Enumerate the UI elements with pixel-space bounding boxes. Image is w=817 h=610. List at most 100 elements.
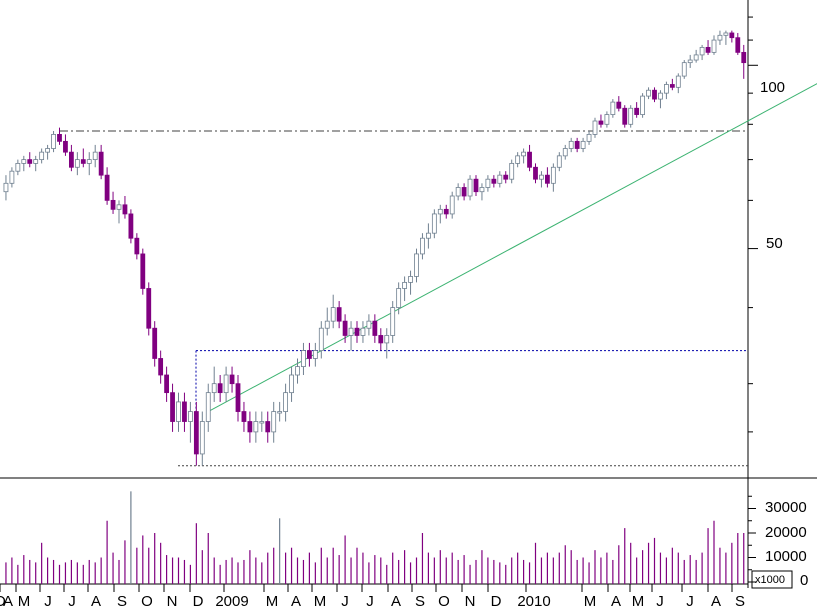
- time-tick-label: 2010: [517, 593, 550, 610]
- time-tick-label: J: [341, 593, 349, 610]
- volume-tick-label: 10000: [765, 548, 807, 565]
- time-tick-label: M: [632, 593, 645, 610]
- candle-body: [110, 199, 116, 210]
- candle-body: [57, 134, 62, 142]
- price-tick-label: 100: [760, 79, 785, 96]
- candle-body: [610, 101, 616, 115]
- candle-body: [193, 411, 199, 455]
- candle-body: [74, 159, 80, 168]
- candle-body: [9, 170, 15, 184]
- candle-body: [485, 178, 491, 188]
- candle-body: [354, 327, 360, 336]
- candle-body: [675, 75, 681, 88]
- candle-body: [98, 151, 104, 176]
- candle-body: [431, 213, 437, 234]
- candle-body: [63, 140, 68, 153]
- time-tick-label: N: [465, 593, 476, 610]
- candle-body: [289, 374, 294, 394]
- candle-body: [92, 151, 98, 161]
- candle-body: [86, 159, 92, 164]
- candle-body: [741, 51, 747, 64]
- volume-unit-box: x1000: [751, 570, 793, 589]
- volume-tick-label: 0: [800, 572, 808, 589]
- candle-body: [330, 307, 336, 322]
- time-tick-label: A: [91, 593, 101, 610]
- candle-body: [271, 411, 277, 433]
- candle-body: [336, 307, 342, 322]
- candle-body: [348, 327, 354, 336]
- time-tick-label: J: [68, 593, 76, 610]
- candle-body: [723, 32, 729, 36]
- time-tick-label: A: [711, 593, 721, 610]
- candle-body: [176, 401, 181, 422]
- candle-body: [15, 163, 21, 172]
- candle-body: [187, 411, 193, 422]
- time-tick-label: S: [415, 593, 425, 610]
- time-tick-label: M: [584, 593, 597, 610]
- candle-body: [3, 182, 9, 193]
- candle-body: [515, 155, 521, 164]
- candle-body: [574, 140, 580, 149]
- time-tick-label: S: [117, 593, 127, 610]
- candle-body: [277, 411, 283, 414]
- candle-body: [652, 89, 657, 100]
- candle-body: [640, 95, 645, 115]
- candle-body: [199, 421, 205, 455]
- candle-body: [51, 134, 56, 149]
- candle-body: [158, 358, 164, 376]
- candle-body: [170, 392, 175, 422]
- candle-body: [497, 174, 503, 184]
- candle-body: [586, 134, 592, 142]
- volume-axis: 30000 20000 10000 0 x1000: [748, 495, 808, 589]
- candle-body: [21, 159, 27, 164]
- candle-body: [509, 163, 515, 180]
- candle-body: [550, 166, 556, 184]
- candle-body: [664, 84, 669, 94]
- candle-body: [283, 392, 289, 412]
- time-tick-label: 2009: [215, 593, 248, 610]
- candle-body: [414, 253, 419, 277]
- candle-body: [182, 401, 187, 422]
- candle-body: [473, 178, 479, 193]
- candle-body: [378, 335, 384, 344]
- price-tick-label: 50: [766, 235, 783, 252]
- volume-unit-label: x1000: [755, 574, 785, 586]
- candle-body: [146, 288, 152, 329]
- candle-body: [527, 151, 532, 168]
- candle-body: [408, 276, 413, 283]
- candle-body: [467, 178, 473, 197]
- volume-tick-label: 20000: [765, 524, 807, 541]
- candle-body: [301, 350, 306, 368]
- candle-body: [568, 140, 574, 149]
- candle-body: [556, 155, 562, 168]
- candle-body: [27, 159, 33, 164]
- time-tick-label: J: [366, 593, 374, 610]
- candle-body: [295, 366, 300, 376]
- time-tick-label: O: [0, 593, 6, 610]
- candle-body: [241, 411, 247, 422]
- candle-body: [420, 237, 425, 255]
- candle-body: [128, 213, 134, 239]
- candle-body: [45, 148, 50, 153]
- candle-body: [521, 151, 526, 157]
- candle-body: [491, 178, 497, 184]
- candle-body: [134, 237, 140, 255]
- candle-body: [425, 232, 431, 239]
- candle-body: [104, 174, 110, 201]
- candle-body: [443, 208, 449, 215]
- time-tick-label: A: [391, 593, 401, 610]
- time-tick-label: O: [141, 593, 153, 610]
- candle-body: [455, 187, 461, 197]
- volume-tick-label: 30000: [765, 499, 807, 516]
- candle-body: [223, 374, 229, 394]
- uptrend-line: [208, 83, 817, 412]
- candle-body: [33, 159, 39, 164]
- candle-body: [646, 89, 651, 97]
- candle-body: [545, 174, 550, 184]
- price-panel: [0, 0, 817, 588]
- candle-body: [616, 101, 622, 109]
- candle-body: [253, 421, 259, 433]
- candle-body: [152, 327, 158, 359]
- candle-body: [229, 374, 235, 385]
- candle-body: [140, 253, 146, 289]
